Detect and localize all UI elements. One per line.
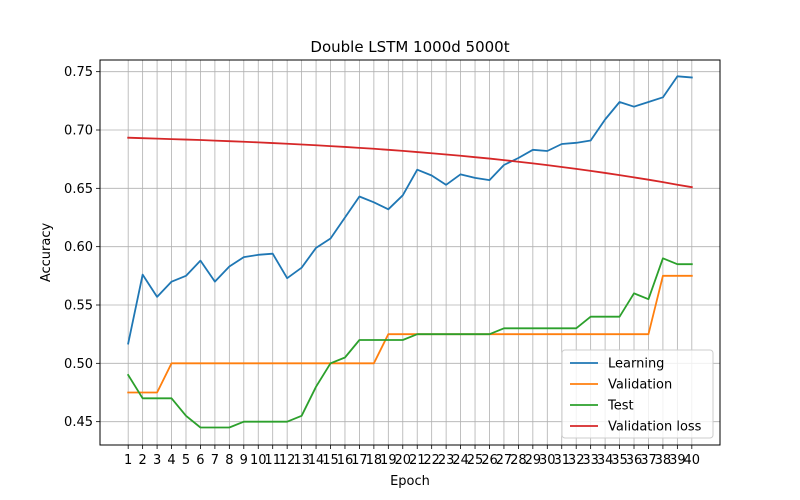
series-line-learning [127, 75, 693, 345]
x-tick-label: 37 [640, 453, 657, 468]
x-tick-label: 27 [496, 453, 513, 468]
series-line-validation-loss [127, 136, 693, 189]
x-tick-label: 17 [351, 453, 368, 468]
x-tick-label: 2 [138, 453, 146, 468]
y-tick-label: 0.45 [64, 415, 93, 430]
x-tick-label: 15 [322, 453, 339, 468]
y-axis-label: Accuracy [39, 223, 54, 283]
y-tick-label: 0.70 [64, 124, 93, 139]
x-tick-label: 6 [196, 453, 204, 468]
y-tick-label: 0.65 [64, 182, 93, 197]
y-tick-label: 0.55 [64, 299, 93, 314]
x-axis-ticks: 1 2 3 4 5 6 7 8 9 1011121314151617181920212223242… [124, 445, 700, 468]
y-tick-label: 0.75 [64, 65, 93, 80]
x-tick-label: 25 [467, 453, 484, 468]
x-tick-label: 23 [438, 453, 455, 468]
series-line-test [126, 257, 693, 429]
x-tick-label: 13 [293, 453, 310, 468]
legend-label-learning: Learning [608, 357, 664, 372]
series-layer [126, 75, 693, 429]
x-tick-label: 38 [655, 453, 672, 468]
x-tick-label: 1 [124, 453, 132, 468]
x-tick-label: 9 [240, 453, 248, 468]
x-tick-label: 7 [211, 453, 219, 468]
x-tick-label: 26 [481, 453, 498, 468]
x-tick-label: 40 [684, 453, 701, 468]
legend-box [561, 349, 714, 439]
x-tick-label: 21 [409, 453, 426, 468]
x-tick-label: 11 [264, 453, 281, 468]
y-tick-label: 0.60 [64, 240, 93, 255]
x-tick-label: 33 [582, 453, 599, 468]
x-tick-label: 35 [611, 453, 628, 468]
x-tick-label: 34 [597, 453, 614, 468]
x-tick-label: 18 [366, 453, 383, 468]
x-tick-label: 12 [279, 453, 296, 468]
x-tick-label: 16 [337, 453, 354, 468]
legend: Learning Validation Test Validation loss [561, 349, 714, 439]
x-tick-label: 5 [182, 453, 190, 468]
x-tick-label: 24 [452, 453, 469, 468]
legend-label-validation-loss: Validation loss [608, 420, 702, 435]
x-tick-label: 19 [380, 453, 397, 468]
x-axis-label: Epoch [390, 474, 430, 489]
y-axis-ticks: 0.45 0.50 0.55 0.60 0.65 0.70 0.75 [64, 65, 100, 430]
plot-frame [99, 59, 721, 446]
x-tick-label: 39 [669, 453, 686, 468]
x-tick-label: 10 [250, 453, 267, 468]
x-tick-label: 36 [626, 453, 643, 468]
series-line-validation [127, 274, 693, 394]
x-tick-label: 22 [423, 453, 440, 468]
x-tick-label: 30 [539, 453, 556, 468]
legend-label-test: Test [607, 399, 634, 414]
x-tick-label: 8 [225, 453, 233, 468]
y-tick-label: 0.50 [64, 357, 93, 372]
x-tick-label: 32 [568, 453, 585, 468]
x-tick-label: 29 [525, 453, 542, 468]
x-tick-label: 28 [510, 453, 527, 468]
x-tick-label: 4 [167, 453, 175, 468]
x-tick-label: 20 [395, 453, 412, 468]
x-tick-label: 31 [553, 453, 570, 468]
x-tick-label: 3 [153, 453, 161, 468]
x-tick-label: 14 [308, 453, 325, 468]
legend-label-validation: Validation [608, 378, 672, 393]
chart-title: Double LSTM 1000d 5000t [310, 38, 509, 56]
